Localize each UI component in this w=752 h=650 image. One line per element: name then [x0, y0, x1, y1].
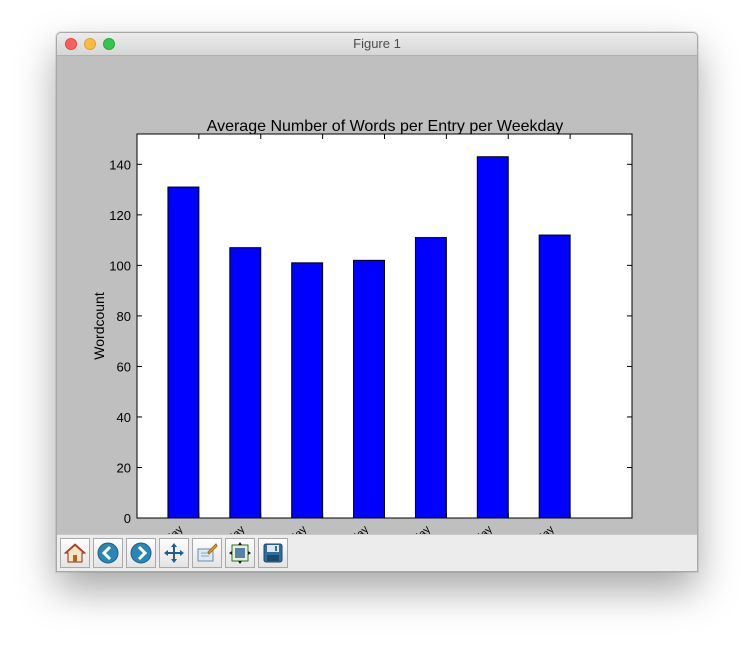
x-tick-label-sunday: Sunday	[522, 523, 557, 534]
forward-button[interactable]	[126, 538, 156, 568]
y-tick-label: 0	[124, 511, 131, 526]
y-axis-label: Wordcount	[91, 292, 107, 360]
bar-thursday	[353, 259, 385, 519]
x-tick-label-monday: Monday	[149, 523, 186, 534]
x-tick-label-tuesday: Tuesday	[209, 523, 247, 534]
bar-monday	[167, 186, 200, 519]
forward-arrow-icon	[130, 542, 152, 564]
bar-saturday	[476, 156, 509, 519]
chart-title: Average Number of Words per Entry per We…	[207, 118, 564, 135]
bar-wednesday	[291, 262, 324, 519]
navigation-toolbar	[57, 534, 697, 571]
figure-window: Figure 1 Average Number of Words per Ent…	[56, 32, 698, 572]
title-bar[interactable]: Figure 1	[57, 33, 697, 56]
y-tick-label: 60	[117, 359, 131, 374]
bar-friday	[414, 237, 447, 519]
subplots-button[interactable]	[225, 538, 255, 568]
save-disk-icon	[263, 543, 283, 563]
pan-move-icon	[164, 543, 184, 563]
bar-tuesday	[229, 247, 262, 519]
maximize-window-button[interactable]	[103, 38, 115, 50]
subplots-config-icon	[229, 542, 251, 564]
home-icon	[64, 543, 86, 563]
save-button[interactable]	[258, 538, 288, 568]
y-tick-label: 120	[109, 208, 131, 223]
home-button[interactable]	[60, 538, 90, 568]
back-arrow-icon	[97, 542, 119, 564]
y-tick-label: 140	[109, 157, 131, 172]
x-tick-label-wednesday: Wednesday	[260, 523, 310, 534]
zoom-rect-icon	[197, 543, 218, 562]
close-window-button[interactable]	[65, 38, 77, 50]
zoom-button[interactable]	[192, 538, 222, 568]
bar-chart: Average Number of Words per Entry per We…	[91, 118, 633, 571]
axes-frame	[136, 133, 633, 519]
y-tick-label: 20	[117, 460, 131, 475]
back-button[interactable]	[93, 538, 123, 568]
y-tick-label: 80	[117, 309, 131, 324]
x-tick-label-saturday: Saturday	[455, 523, 495, 534]
bar-sunday	[538, 234, 571, 519]
y-tick-label: 40	[117, 410, 131, 425]
pan-button[interactable]	[159, 538, 189, 568]
minimize-window-button[interactable]	[84, 38, 96, 50]
figure-canvas: Average Number of Words per Entry per We…	[57, 56, 697, 571]
y-tick-label: 100	[109, 258, 131, 273]
window-title: Figure 1	[353, 36, 401, 51]
x-tick-label-friday: Friday	[403, 523, 433, 534]
x-tick-label-thursday: Thursday	[330, 523, 371, 534]
